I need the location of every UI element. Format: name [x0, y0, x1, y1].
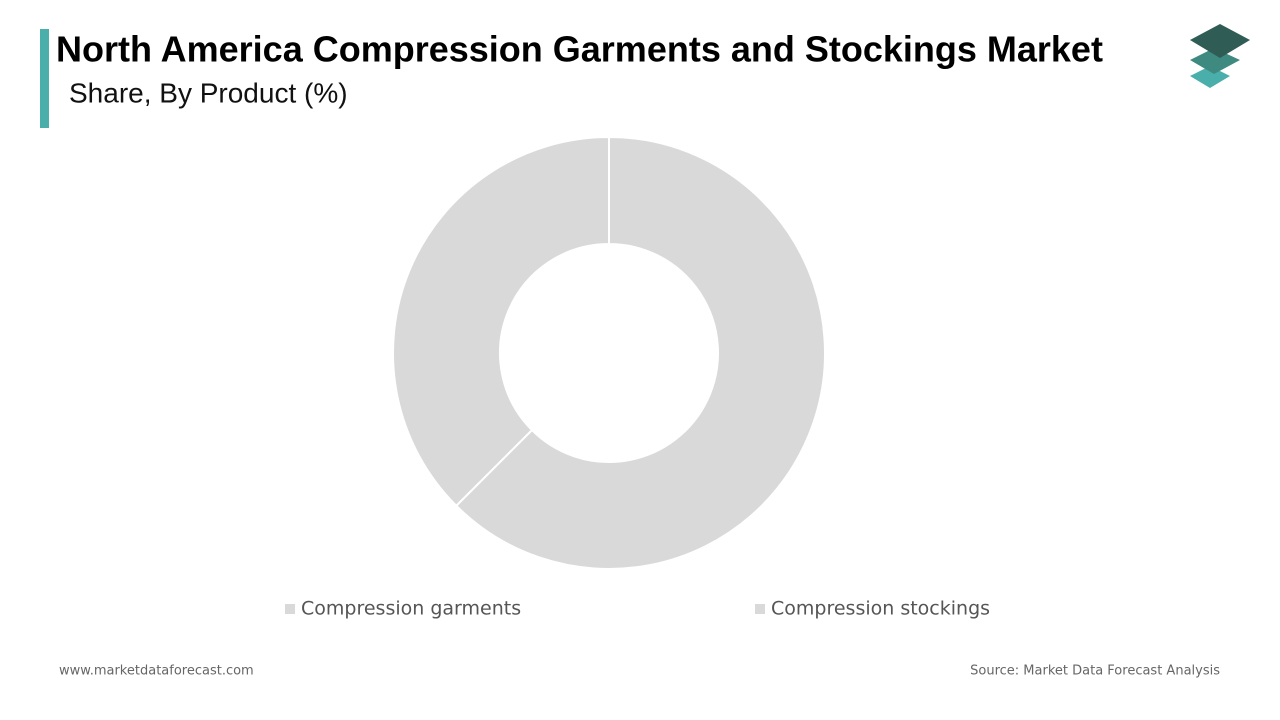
- accent-bar: [40, 29, 49, 128]
- donut: [392, 135, 826, 570]
- logo: [1190, 24, 1250, 88]
- slice: [392, 135, 610, 508]
- website: www.marketdataforecast.com: [59, 664, 254, 679]
- legend-swatch: [755, 604, 765, 614]
- legend-label: Compression stockings: [771, 598, 990, 620]
- legend-label: Compression garments: [301, 598, 521, 620]
- source: Source: Market Data Forecast Analysis: [970, 664, 1220, 679]
- chart-title: North America Compression Garments and S…: [56, 29, 1103, 70]
- slice: [454, 135, 826, 570]
- chart-subtitle: Share, By Product (%): [69, 77, 348, 108]
- legend: Compression garments Compression stocking…: [285, 598, 990, 620]
- legend-swatch: [285, 604, 295, 614]
